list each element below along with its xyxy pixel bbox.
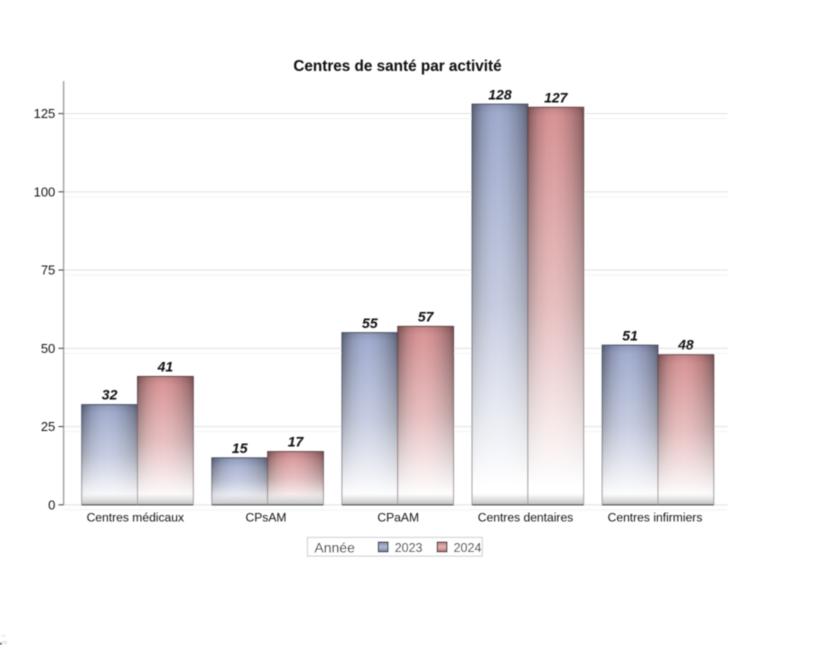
svg-text:2024: 2024 — [454, 541, 482, 555]
svg-text:32: 32 — [102, 387, 118, 403]
svg-text:15: 15 — [232, 440, 248, 456]
svg-text:Centres infirmiers: Centres infirmiers — [608, 511, 703, 525]
svg-text:51: 51 — [622, 327, 638, 343]
svg-text:Année: Année — [314, 539, 355, 555]
svg-text:CPaAM: CPaAM — [377, 511, 419, 525]
svg-text:127: 127 — [544, 89, 569, 105]
svg-text:Centres dentaires: Centres dentaires — [478, 511, 573, 525]
svg-text:25: 25 — [41, 419, 55, 434]
svg-text:100: 100 — [34, 184, 56, 199]
svg-text:75: 75 — [41, 263, 55, 278]
svg-text:2023: 2023 — [395, 541, 423, 555]
svg-text:CPsAM: CPsAM — [246, 511, 287, 525]
svg-text:128: 128 — [488, 86, 512, 102]
svg-text:41: 41 — [157, 359, 174, 375]
svg-text:50: 50 — [41, 341, 55, 356]
svg-text:17: 17 — [288, 434, 305, 450]
svg-text:57: 57 — [418, 308, 435, 324]
svg-text:0: 0 — [48, 497, 55, 512]
svg-text:Centres médicaux: Centres médicaux — [87, 511, 184, 525]
svg-text:Centres de santé par activité: Centres de santé par activité — [293, 58, 501, 75]
svg-text:48: 48 — [677, 337, 694, 353]
svg-text:125: 125 — [34, 106, 56, 121]
svg-text:55: 55 — [362, 315, 378, 331]
